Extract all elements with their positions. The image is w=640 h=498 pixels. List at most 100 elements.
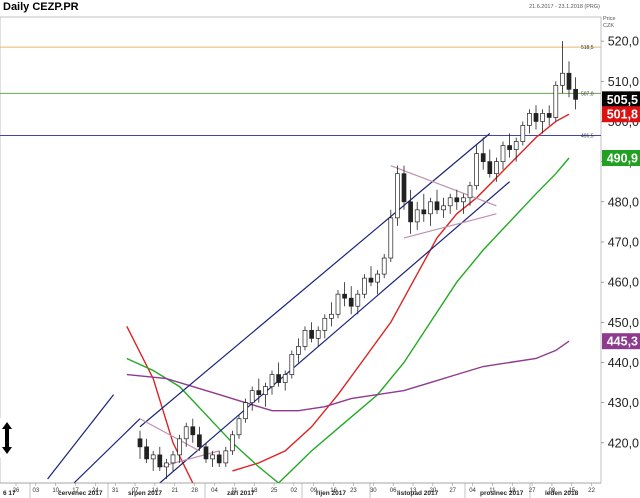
candle-15: [236, 414, 242, 439]
y-tick-label-1: 430,0: [608, 396, 639, 410]
x-tick-label-14: 02: [291, 488, 298, 494]
candle-body-62: [546, 113, 552, 118]
candle-body-55: [500, 145, 506, 162]
candle-22: [282, 370, 288, 391]
candle-body-54: [494, 161, 499, 175]
moving-average-3: [278, 157, 570, 483]
candle-64: [560, 41, 565, 94]
candle-body-48: [454, 197, 460, 203]
month-label-3: září 2017: [227, 490, 255, 497]
trendline-4: [139, 418, 200, 452]
candle-body-31: [342, 293, 347, 299]
trendline-6: [390, 165, 497, 207]
candle-body-4: [164, 462, 169, 468]
trendline-1: [73, 418, 141, 483]
x-tick-label-12: 18: [251, 488, 258, 494]
y-tick-label-4: 460,0: [608, 276, 639, 290]
candle-body-40: [401, 173, 407, 203]
candle-48: [454, 189, 460, 210]
x-tick-label-13: 25: [271, 488, 278, 494]
candle-33: [355, 290, 361, 315]
candle-body-20: [269, 374, 275, 387]
candle-19: [263, 382, 268, 407]
candle-body-12: [216, 454, 222, 464]
y-tick-label-6: 480,0: [608, 195, 639, 209]
candle-body-7: [183, 426, 189, 440]
value-badge-label-3: 445,3: [607, 335, 638, 349]
candle-body-36: [375, 273, 380, 283]
x-tick-label-3: 17: [72, 488, 79, 494]
candle-12: [216, 450, 222, 467]
candle-51: [474, 145, 479, 190]
chart-title: Daily CEZP.PR: [3, 1, 79, 13]
candle-35: [368, 266, 374, 287]
candle-3: [157, 446, 163, 471]
month-label-6: prosinec 2017: [480, 490, 524, 497]
candle-9: [197, 426, 202, 451]
candle-32: [348, 286, 354, 315]
candle-34: [362, 274, 367, 299]
candle-body-35: [368, 277, 374, 283]
candle-27: [315, 326, 321, 347]
candle-body-47: [447, 197, 453, 207]
candle-body-49: [461, 197, 466, 203]
value-badge-label-0: 505,5: [607, 93, 638, 107]
candle-44: [428, 197, 433, 226]
candle-52: [480, 137, 486, 170]
candle-57: [513, 137, 519, 162]
x-tick-label-23: 04: [469, 488, 476, 494]
candle-14: [230, 430, 235, 455]
candle-31: [342, 282, 347, 307]
candle-body-19: [263, 386, 268, 395]
level-label-1: 507,0: [581, 91, 594, 97]
candle-10: [203, 442, 209, 463]
x-tick-label-24: 11: [489, 488, 496, 494]
candle-25: [302, 326, 308, 351]
candle-65: [566, 61, 572, 98]
candle-39: [395, 165, 400, 226]
candle-body-29: [329, 313, 334, 319]
x-tick-label-19: 06: [390, 488, 397, 494]
x-tick-label-1: 03: [33, 488, 40, 494]
candle-58: [520, 121, 526, 146]
month-label-5: listopad 2017: [397, 490, 439, 497]
candle-body-11: [210, 454, 215, 460]
candle-body-33: [355, 293, 361, 307]
candle-55: [500, 141, 506, 170]
candle-49: [461, 193, 466, 214]
candle-28: [322, 314, 328, 339]
candle-26: [309, 322, 314, 343]
scroll-arrows-icon[interactable]: [0, 418, 14, 458]
candle-body-50: [467, 185, 473, 199]
candle-body-6: [177, 438, 182, 456]
candle-54: [494, 157, 499, 182]
candle-body-46: [441, 205, 446, 211]
candle-body-10: [203, 446, 209, 460]
candle-56: [507, 133, 512, 158]
value-badge-2: [602, 150, 640, 167]
candle-60: [533, 105, 539, 130]
x-axis: 26 03 10 17 24 31 07 14 21 28 04 11 18 25 02 09 16 23 30 06…: [0, 482, 601, 498]
candle-body-61: [540, 113, 545, 122]
x-tick-label-10: 04: [211, 488, 218, 494]
candle-body-25: [302, 329, 308, 347]
x-tick-label-25: 18: [509, 488, 516, 494]
x-tick-label-0: 26: [13, 488, 20, 494]
value-badge-1: [602, 106, 640, 123]
candle-body-45: [434, 201, 440, 211]
y-tick-label-9: 510,0: [608, 75, 639, 89]
candle-37: [381, 254, 387, 279]
y-tick-label-10: 520,0: [608, 35, 639, 49]
y-tick-label-5: 470,0: [608, 235, 639, 249]
trendline-5: [159, 450, 220, 468]
x-tick-label-22: 27: [449, 488, 456, 494]
candle-body-51: [474, 153, 479, 187]
candle-24: [296, 338, 301, 363]
candle-body-38: [388, 217, 394, 259]
candle-42: [414, 201, 420, 230]
x-tick-label-18: 30: [370, 488, 377, 494]
trendline-7: [403, 213, 497, 239]
x-tick-label-5: 31: [112, 488, 119, 494]
